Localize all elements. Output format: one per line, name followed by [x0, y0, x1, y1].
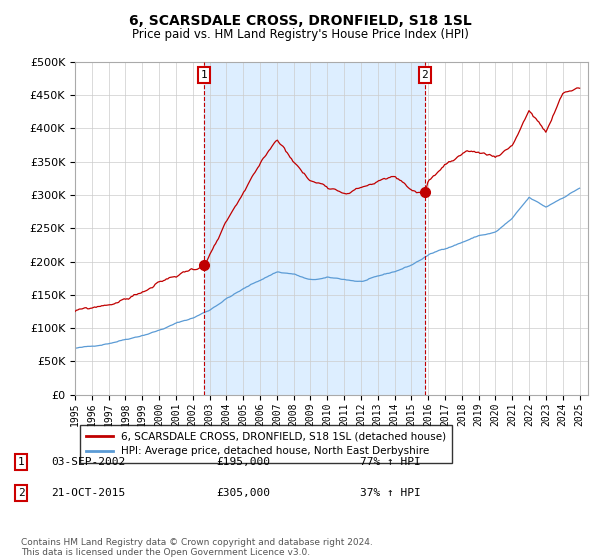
Text: £305,000: £305,000: [216, 488, 270, 498]
Text: 21-OCT-2015: 21-OCT-2015: [51, 488, 125, 498]
Bar: [204, 62, 425, 395]
Text: 77% ↑ HPI: 77% ↑ HPI: [360, 457, 421, 467]
Text: 2: 2: [17, 488, 25, 498]
Text: 1: 1: [17, 457, 25, 467]
Text: 03-SEP-2002: 03-SEP-2002: [51, 457, 125, 467]
Legend: 6, SCARSDALE CROSS, DRONFIELD, S18 1SL (detached house), HPI: Average price, det: 6, SCARSDALE CROSS, DRONFIELD, S18 1SL (…: [80, 425, 452, 463]
Text: 2: 2: [421, 70, 428, 80]
Text: 6, SCARSDALE CROSS, DRONFIELD, S18 1SL: 6, SCARSDALE CROSS, DRONFIELD, S18 1SL: [128, 14, 472, 28]
Text: £195,000: £195,000: [216, 457, 270, 467]
Text: 1: 1: [200, 70, 208, 80]
Text: Price paid vs. HM Land Registry's House Price Index (HPI): Price paid vs. HM Land Registry's House …: [131, 28, 469, 41]
Text: Contains HM Land Registry data © Crown copyright and database right 2024.
This d: Contains HM Land Registry data © Crown c…: [21, 538, 373, 557]
Text: 37% ↑ HPI: 37% ↑ HPI: [360, 488, 421, 498]
